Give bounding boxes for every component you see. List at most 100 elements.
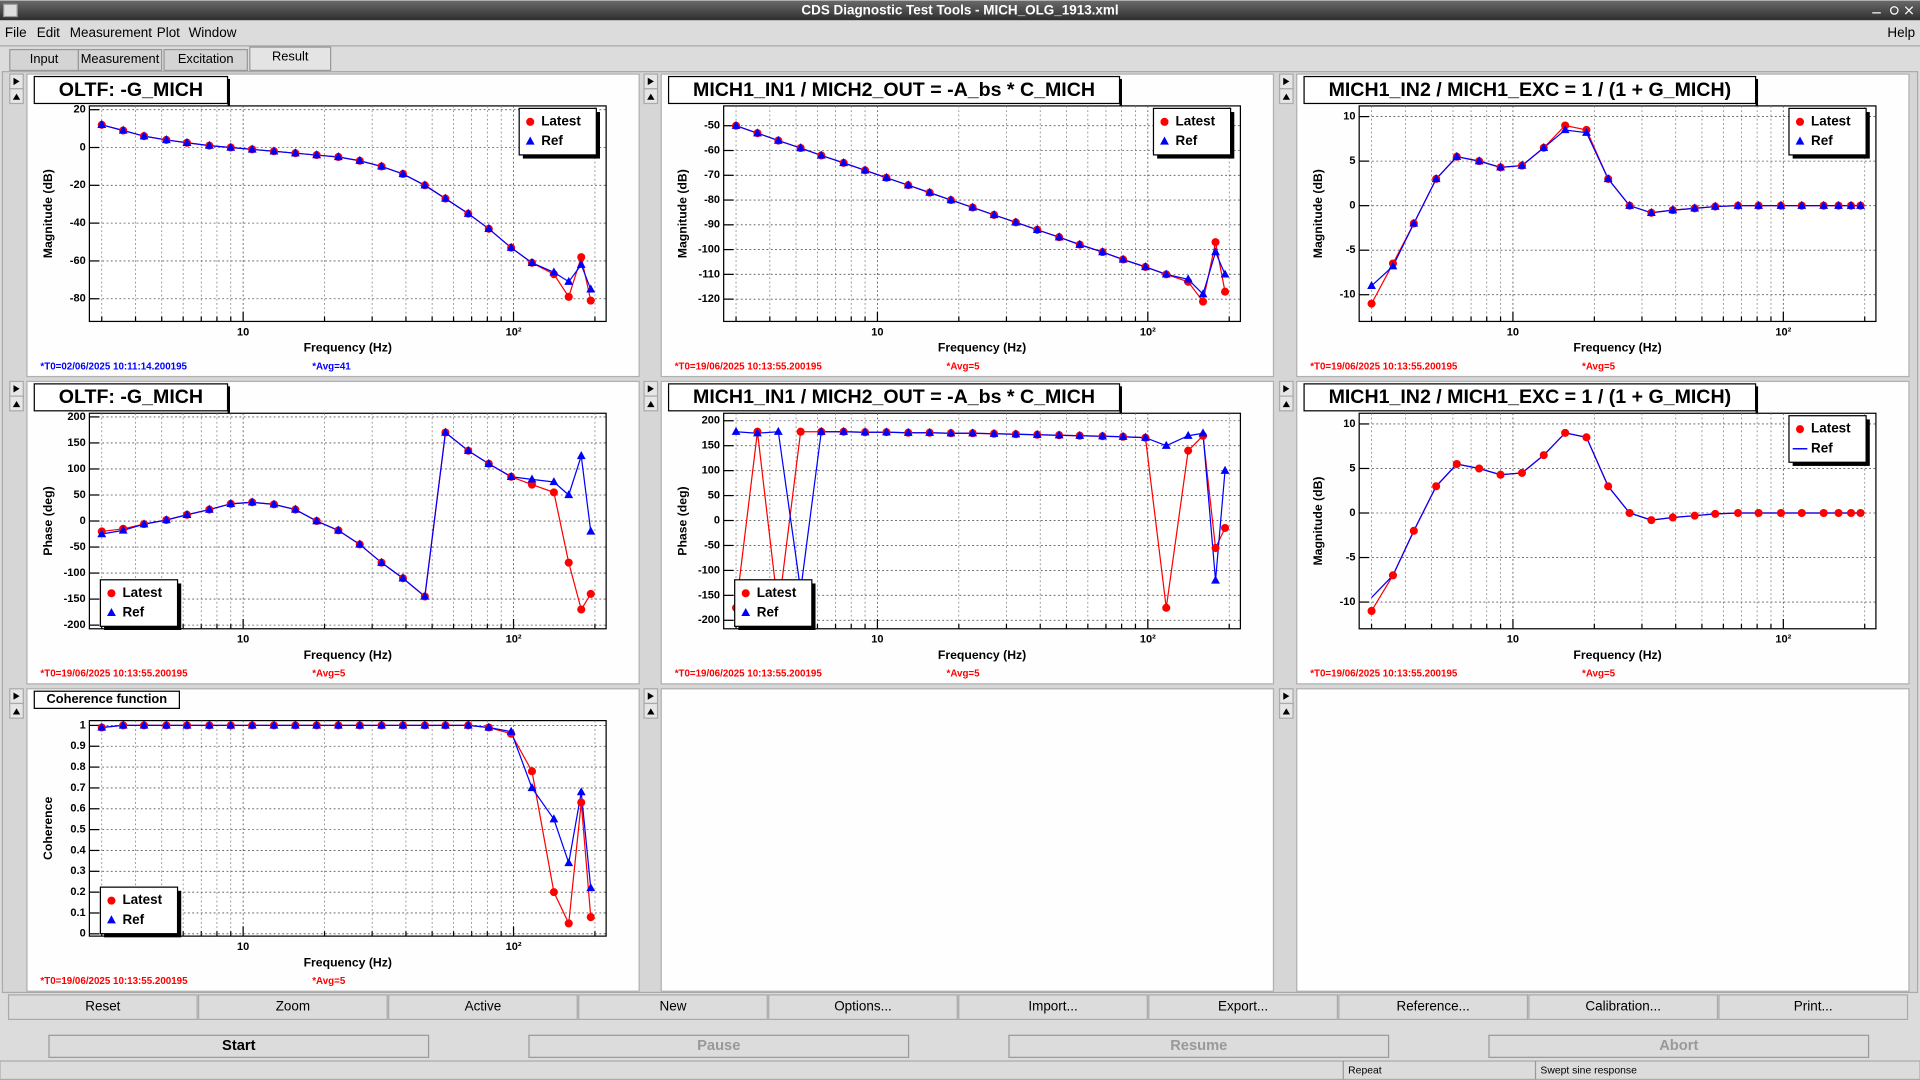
legend-label: Ref [1811,133,1833,148]
menu-item[interactable]: Measurement [70,25,153,40]
chart-title-shadow [1119,78,1122,106]
footer-note: *Avg=41 [312,361,351,372]
data-point [269,499,279,508]
button-label[interactable]: Active [465,999,502,1014]
tab[interactable] [163,48,248,72]
data-point [420,591,430,600]
data-point [312,516,322,525]
tab-label[interactable]: Measurement [81,51,160,66]
data-point [1184,446,1193,455]
button-label[interactable]: Zoom [276,999,310,1014]
button[interactable] [768,994,958,1020]
button-label[interactable]: Options... [834,999,892,1014]
data-point [484,722,494,731]
data-point [577,605,586,614]
button[interactable] [578,994,768,1020]
data-point [1625,200,1634,209]
menu-help[interactable]: Help [1887,25,1915,40]
panel-toggle-arrow [1283,77,1290,86]
footer-note: *Avg=5 [1582,669,1616,680]
footer-note: *T0=19/06/2025 10:13:55.200195 [40,669,188,680]
menu-item[interactable]: Edit [37,25,60,40]
data-point [925,427,935,436]
data-point [903,427,913,436]
data-point [1198,428,1208,437]
control-button[interactable] [48,1034,430,1058]
data-point [441,193,450,202]
tab-label[interactable]: Result [272,48,309,63]
data-point [549,888,558,897]
data-point [1797,200,1807,209]
data-point [355,720,365,729]
button-label[interactable]: Import... [1028,999,1077,1014]
data-point [1776,508,1785,518]
button-label[interactable]: Reference... [1396,999,1469,1014]
data-point [586,883,596,892]
data-point [1856,508,1865,518]
button-label[interactable]: New [660,999,687,1014]
legend-marker [1795,117,1805,126]
x-tick-label: 10² [1775,326,1791,338]
data-point [1118,431,1128,440]
legend-marker [107,607,116,617]
data-point [753,428,762,437]
data-point [549,477,559,486]
data-point [269,146,279,155]
data-point [333,720,343,729]
tab[interactable] [77,48,163,72]
data-point [377,161,386,170]
title-bar [0,0,1920,21]
menu-item[interactable]: Window [189,25,237,40]
y-tick-label: 100 [67,463,85,475]
panel-toggle-arrow [13,692,20,700]
chart-title: Coherence function [47,691,168,706]
data-point [1198,289,1208,298]
menu-item[interactable]: Plot [157,25,180,40]
menu-item[interactable]: File [5,25,27,40]
data-point [506,242,516,251]
data-point [1847,508,1856,518]
button[interactable] [388,994,578,1020]
tab-label[interactable]: Excitation [178,51,234,66]
data-point [1539,142,1549,151]
data-point [1098,431,1107,440]
x-tick-label: 10 [1507,326,1519,338]
footer-note: *T0=02/06/2025 10:11:14.200195 [40,361,187,372]
control-label[interactable]: Start [222,1038,256,1054]
control-button [1488,1034,1870,1058]
button-label[interactable]: Reset [85,999,120,1014]
button[interactable] [1718,994,1909,1020]
y-tick-label: 0.8 [70,761,85,773]
data-point [269,720,279,729]
y-tick-label: -120 [698,293,720,305]
button-label[interactable]: Export... [1218,999,1268,1014]
panel [1296,688,1910,992]
control-label: Pause [697,1038,740,1054]
data-point [1474,156,1484,165]
button[interactable] [1528,994,1719,1020]
button-label[interactable]: Print... [1794,999,1833,1014]
data-point [1075,430,1085,439]
window-controls[interactable] [1872,6,1914,15]
data-point [182,509,192,518]
button[interactable] [7,994,198,1020]
data-point [1539,451,1548,460]
button[interactable] [958,994,1148,1020]
legend-marker [107,896,116,905]
tab-label[interactable]: Input [30,51,59,66]
legend [1152,107,1232,156]
data-point [1819,508,1828,518]
y-tick-label: -80 [70,293,86,305]
data-point [1409,218,1419,227]
data-point [816,150,826,159]
button-label[interactable]: Calibration... [1585,999,1661,1014]
button[interactable] [197,994,388,1020]
button[interactable] [1148,994,1339,1020]
button[interactable] [1338,994,1529,1020]
tab[interactable] [249,46,332,72]
x-tick-label: 10² [506,634,522,646]
data-point [577,253,586,262]
data-point [420,720,430,729]
chart-title: MICH1_IN2 / MICH1_EXC = 1 / (1 + G_MICH) [1329,79,1732,101]
maximize[interactable] [1890,6,1899,15]
